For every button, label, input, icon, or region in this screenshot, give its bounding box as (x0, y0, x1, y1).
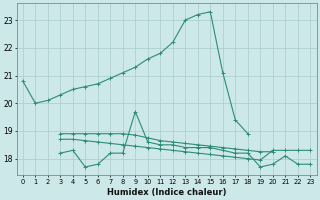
X-axis label: Humidex (Indice chaleur): Humidex (Indice chaleur) (107, 188, 226, 197)
